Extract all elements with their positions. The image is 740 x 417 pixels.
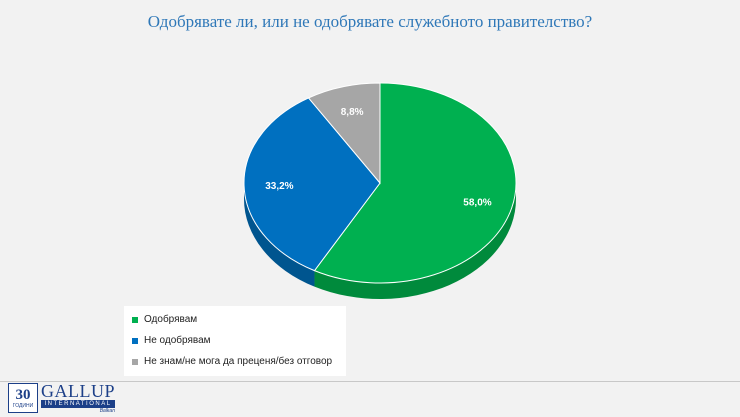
pie-side-disapprove [243,183,315,287]
logo-brand: GALLUP INTERNATIONAL Balkan [41,381,115,414]
legend-label-disapprove: Не одобрявам [144,335,211,346]
logo-years-badge: 30 ГОДИНИ [8,383,38,413]
legend-item-approve: Одобрявам [132,314,197,325]
legend-label-approve: Одобрявам [144,314,198,325]
logo-brand-region: Balkan [99,408,115,414]
legend-item-disapprove: Не одобрявам [132,335,211,346]
legend-swatch-dont-know [132,358,138,365]
pie-data-label-disapprove: 33,2% [265,181,293,192]
logo-years-number: 30 [15,386,31,403]
pie-side-approve [314,183,516,299]
legend: Одобрявам Не одобрявам Не знам/не мога д… [124,306,346,376]
logo-brand-name: GALLUP [41,381,115,401]
pie-slice-approve [313,82,517,284]
pie-slice-dont-know [307,82,381,185]
footer-divider [0,381,740,382]
legend-swatch-disapprove [132,337,138,344]
chart-title: Одобрявате ли, или не одобрявате служебн… [147,12,593,31]
pie-slice-disapprove [243,97,381,272]
gallup-logo: 30 ГОДИНИ GALLUP INTERNATIONAL Balkan [8,381,115,415]
pie-data-label-approve: 58,0% [463,197,491,208]
legend-item-dont-know: Не знам/не мога да преценя/без отговор [132,356,332,367]
legend-swatch-approve [132,316,138,323]
logo-brand-sub: INTERNATIONAL [41,400,115,408]
pie-data-label-dont-know: 8,8% [341,107,364,118]
legend-label-dont-know: Не знам/не мога да преценя/без отговор [144,356,333,367]
logo-years-sub: ГОДИНИ [12,402,34,409]
pie-chart: 58,0% 33,2% 8,8% [243,82,517,299]
